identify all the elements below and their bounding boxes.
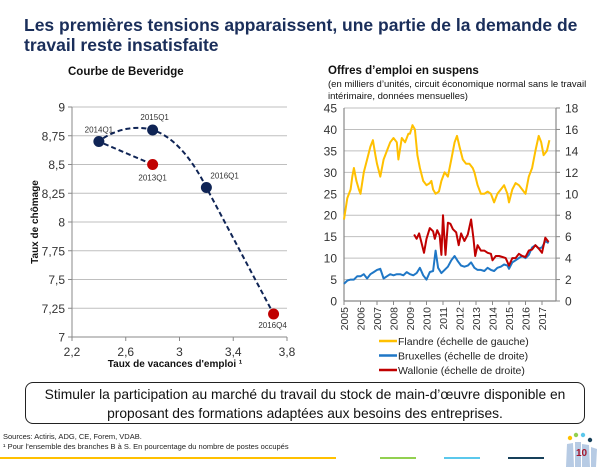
x-tick-label: 2016 — [521, 307, 533, 331]
y-left-tick-label: 20 — [324, 209, 338, 223]
x-axis-label: Taux de vacances d'emploi ¹ — [108, 359, 243, 370]
y-right-tick-label: 8 — [565, 209, 572, 223]
footnote-text: ¹ Pour l’ensemble des branches B à S. En… — [3, 442, 289, 451]
data-label-2014Q1: 2014Q1 — [85, 126, 114, 135]
y-left-tick-label: 5 — [330, 273, 337, 287]
series-line-flandre — [343, 124, 551, 220]
y-left-tick-label: 35 — [324, 144, 338, 158]
legend-label-wallonie: Wallonie (échelle de droite) — [398, 365, 525, 377]
x-tick-label: 2,6 — [117, 345, 134, 359]
logo-icon — [566, 432, 597, 467]
page-title: Les premières tensions apparaissent, une… — [24, 15, 578, 55]
x-tick-label: 2,2 — [64, 345, 81, 359]
page-number: 10 — [576, 448, 588, 459]
x-tick-label: 2013 — [471, 307, 483, 331]
x-tick-label: 3 — [176, 345, 183, 359]
y-tick-label: 7,5 — [48, 273, 65, 287]
footer-bar-dark — [508, 457, 544, 459]
y-right-tick-label: 2 — [565, 273, 572, 287]
y-right-tick-label: 18 — [565, 102, 579, 116]
beveridge-chart-title: Courbe de Beveridge — [68, 66, 184, 78]
y-right-tick-label: 10 — [565, 187, 579, 201]
vacancies-chart-subtitle: (en milliers d’unités, circuit économiqu… — [328, 79, 587, 102]
y-axis-label: Taux de chômage — [30, 180, 41, 264]
y-tick-label: 8,25 — [42, 187, 66, 201]
data-point-2016Q1 — [200, 182, 212, 193]
x-tick-label: 2017 — [537, 307, 549, 331]
series-line-wallonie — [413, 214, 550, 267]
y-left-tick-label: 45 — [324, 102, 338, 116]
y-left-tick-label: 30 — [324, 166, 338, 180]
x-tick-label: 2010 — [422, 307, 434, 331]
y-tick-label: 7,25 — [42, 302, 66, 316]
y-tick-label: 9 — [58, 101, 65, 115]
footer-bar-yellow — [0, 457, 336, 459]
y-left-tick-label: 0 — [330, 295, 337, 309]
x-tick-label: 3,4 — [225, 345, 242, 359]
y-right-tick-label: 16 — [565, 123, 579, 137]
y-tick-label: 7,75 — [42, 244, 66, 258]
series-line-bruxelles — [343, 240, 550, 285]
x-tick-label: 2007 — [372, 307, 384, 331]
y-tick-label: 8,75 — [42, 129, 66, 143]
y-right-tick-label: 0 — [565, 295, 572, 309]
y-left-tick-label: 15 — [324, 230, 338, 244]
y-right-tick-label: 4 — [565, 252, 572, 266]
data-point-2014Q1 — [93, 136, 105, 147]
x-tick-label: 2015 — [504, 307, 516, 331]
data-label-2015Q1: 2015Q1 — [140, 113, 169, 122]
data-label-2016Q1: 2016Q1 — [210, 172, 239, 181]
x-tick-label: 2005 — [339, 307, 351, 331]
y-tick-label: 7 — [58, 331, 65, 345]
vacancies-chart-title: Offres d’emploi en suspens — [328, 65, 479, 77]
callout-box: Stimuler la participation au marché du t… — [25, 382, 585, 424]
data-point-2015Q1 — [147, 124, 159, 136]
y-right-tick-label: 6 — [565, 230, 572, 244]
x-tick-label: 2011 — [438, 307, 450, 330]
x-tick-label: 2008 — [389, 307, 401, 331]
y-tick-label: 8 — [58, 216, 65, 230]
y-right-tick-label: 12 — [565, 166, 579, 180]
y-tick-label: 8,5 — [48, 158, 65, 172]
sources-text: Sources: Actiris, ADG, CE, Forem, VDAB. — [3, 432, 142, 441]
y-right-tick-label: 14 — [565, 144, 579, 158]
data-point-2016Q4 — [268, 308, 280, 320]
y-left-tick-label: 40 — [324, 123, 338, 137]
y-left-tick-label: 10 — [324, 252, 338, 266]
x-tick-label: 2009 — [405, 307, 417, 331]
legend-label-flandre: Flandre (échelle de gauche) — [398, 336, 529, 348]
x-tick-label: 3,8 — [279, 345, 296, 359]
x-tick-label: 2012 — [455, 307, 467, 331]
x-tick-label: 2006 — [356, 307, 368, 331]
data-label-2016Q4: 2016Q4 — [258, 321, 287, 330]
y-left-tick-label: 25 — [324, 187, 338, 201]
footer-bar-cyan — [444, 457, 480, 459]
x-tick-label: 2014 — [488, 307, 500, 331]
legend-label-bruxelles: Bruxelles (échelle de droite) — [398, 351, 528, 363]
footer-bar-green — [380, 457, 416, 459]
data-label-2013Q1: 2013Q1 — [138, 174, 167, 183]
data-point-2013Q1 — [147, 159, 159, 170]
sources-note: Sources: Actiris, ADG, CE, Forem, VDAB. … — [3, 432, 289, 452]
